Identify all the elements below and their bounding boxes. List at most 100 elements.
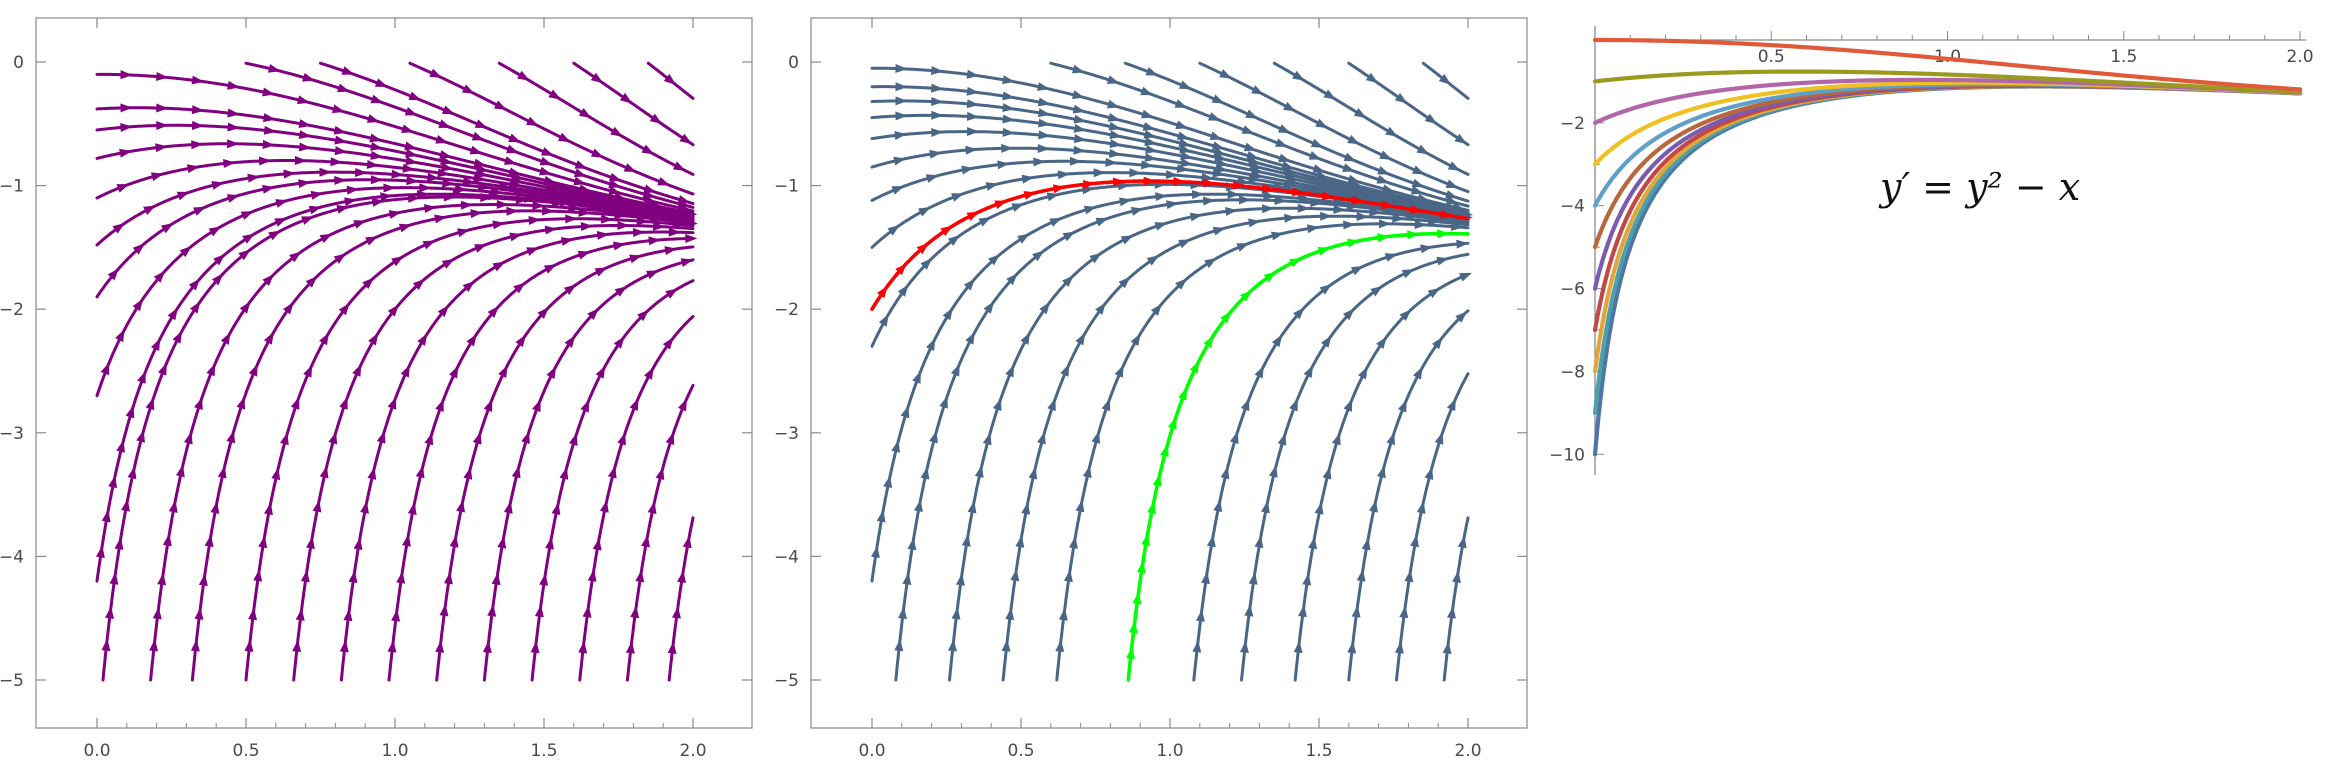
stream-arrow — [1306, 224, 1320, 234]
stream-arrow — [1101, 398, 1111, 412]
y-tick-label: −4 — [1560, 197, 1585, 217]
stream-arrow — [582, 605, 592, 618]
highlighted-solution-arrow — [1136, 560, 1146, 574]
stream-arrow — [1005, 607, 1015, 621]
stream-arrow — [289, 251, 302, 263]
stream-arrow — [328, 431, 338, 445]
y-tick-label: 0 — [13, 53, 24, 73]
stream-arrow — [503, 156, 517, 165]
stream-arrow — [1370, 285, 1383, 297]
stream-arrow — [424, 432, 434, 446]
stream-arrow — [1195, 609, 1205, 622]
stream-arrow — [925, 174, 939, 183]
highlighted-solution-arrow — [966, 211, 980, 221]
stream-arrow — [1427, 216, 1441, 226]
stream-arrow — [306, 536, 315, 550]
stream-arrow — [521, 431, 530, 445]
stream-arrow — [1314, 502, 1324, 515]
stream-arrow — [643, 184, 657, 194]
stream-arrow — [388, 210, 402, 219]
stream-arrow — [1120, 235, 1134, 245]
stream-arrow — [897, 606, 907, 620]
stream-arrow — [513, 282, 526, 294]
stream-arrow — [183, 431, 193, 445]
stream-arrow — [415, 465, 425, 479]
stream-arrow — [1384, 253, 1398, 262]
stream-arrow — [563, 284, 577, 296]
stream-arrow — [1248, 218, 1261, 228]
stream-arrow — [179, 246, 192, 258]
streamline — [1240, 252, 1470, 682]
stream-arrow — [1179, 144, 1192, 154]
stream-arrow — [127, 466, 137, 480]
stream-arrow — [539, 156, 553, 166]
stream-arrow — [1225, 207, 1238, 216]
y-tick-label: −2 — [0, 300, 24, 320]
stream-arrow — [544, 225, 558, 235]
stream-arrow — [526, 116, 539, 127]
stream-arrow — [668, 227, 681, 237]
stream-arrow — [108, 475, 118, 489]
stream-arrow — [440, 162, 454, 172]
stream-arrow — [1055, 639, 1065, 653]
stream-arrow — [1401, 269, 1415, 279]
stream-arrow — [1410, 534, 1419, 548]
stream-arrow — [194, 397, 203, 410]
stream-arrow — [1062, 231, 1076, 242]
stream-arrow — [498, 365, 508, 378]
stream-arrow — [649, 113, 663, 125]
stream-arrow — [966, 111, 980, 121]
stream-arrow — [1083, 205, 1097, 215]
stream-arrow — [596, 230, 610, 240]
stream-arrow — [333, 253, 347, 264]
stream-arrow — [473, 173, 486, 183]
stream-arrow — [348, 570, 358, 583]
stream-arrow — [951, 193, 964, 202]
stream-plot-highlighted: 0.0 0.5 1.0 1.5 2.0 0 −1 −2 −3 −4 −5 — [774, 17, 1528, 761]
stream-arrow — [1213, 499, 1223, 513]
stream-arrow — [931, 127, 944, 137]
stream-arrow — [449, 365, 459, 379]
stream-arrow — [383, 183, 396, 193]
stream-arrow — [157, 572, 167, 586]
stream-arrow — [334, 175, 347, 185]
highlighted-solution-arrow — [1168, 416, 1177, 430]
stream-arrow — [1322, 466, 1332, 480]
stream-arrow — [189, 301, 201, 314]
stream-arrow — [685, 234, 698, 244]
stream-arrow — [1069, 156, 1082, 166]
stream-arrow — [1039, 301, 1051, 315]
streamline — [948, 206, 1470, 682]
stream-arrow — [542, 206, 555, 216]
stream-arrow — [1283, 179, 1296, 189]
stream-arrow — [1108, 121, 1122, 131]
stream-arrow — [630, 605, 640, 619]
stream-arrow — [1332, 432, 1341, 446]
stream-arrow — [334, 135, 348, 145]
stream-arrow — [657, 176, 671, 186]
stream-arrow — [339, 396, 348, 410]
highlighted-solution-arrow — [1263, 271, 1277, 283]
stream-arrow — [629, 254, 642, 264]
stream-arrow — [380, 192, 393, 202]
stream-arrow — [443, 571, 453, 585]
x-tick-label: 1.0 — [1156, 741, 1183, 761]
stream-arrow — [1275, 138, 1288, 147]
stream-arrow — [302, 72, 315, 82]
stream-arrow — [435, 135, 449, 144]
stream-arrow — [1145, 66, 1159, 76]
streamline — [435, 245, 695, 682]
stream-arrow — [262, 184, 275, 194]
stream-arrow — [370, 94, 384, 104]
stream-arrow — [220, 332, 231, 345]
stream-arrow — [160, 223, 174, 234]
y-tick-label: −3 — [0, 424, 24, 444]
stream-arrow — [1442, 641, 1452, 654]
stream-arrow — [672, 606, 681, 619]
stream-arrow — [1342, 308, 1355, 321]
stream-arrow — [895, 82, 908, 92]
stream-arrow — [1075, 499, 1085, 513]
stream-arrow — [893, 156, 906, 166]
stream-arrow — [466, 333, 477, 347]
stream-arrow — [188, 278, 201, 291]
